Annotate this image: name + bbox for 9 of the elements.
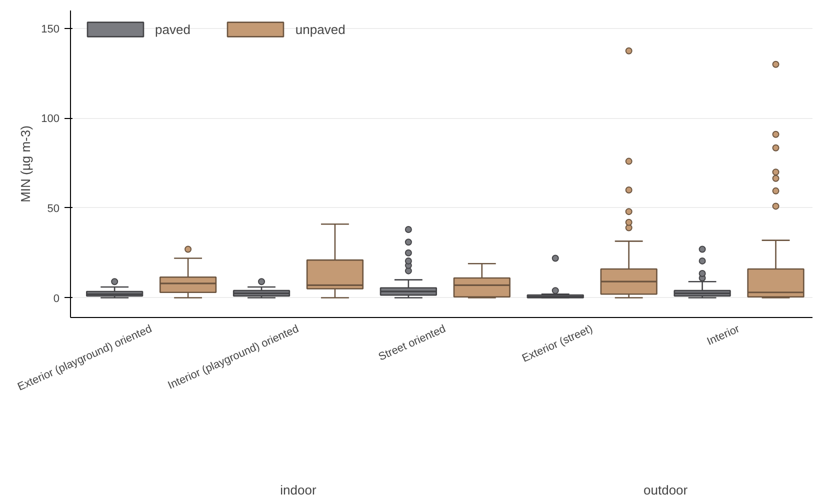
y-axis-title: MIN (µg m-3) xyxy=(18,126,34,202)
y-tick-label: 100 xyxy=(41,113,60,126)
text: outdoor xyxy=(644,482,688,498)
y-tick-label: 150 xyxy=(41,23,60,36)
legend-label: unpaved xyxy=(295,22,346,36)
y-tick-label: 0 xyxy=(53,292,60,305)
y-tick-label: 50 xyxy=(47,202,60,215)
legend-label: paved xyxy=(155,22,190,36)
text: indoor xyxy=(280,482,317,498)
